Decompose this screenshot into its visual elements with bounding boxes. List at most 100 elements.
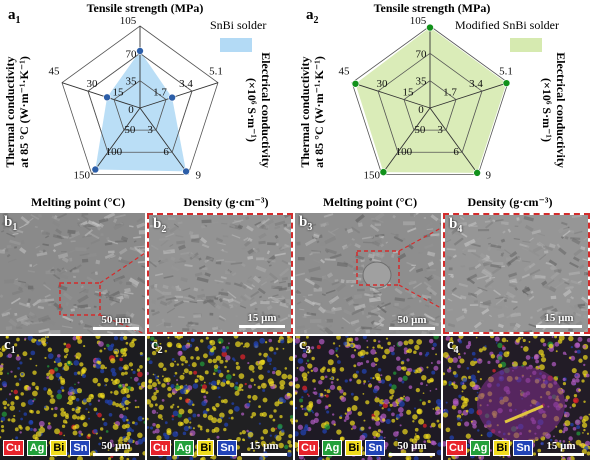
svg-text:Thermal conductivity: Thermal conductivity xyxy=(3,57,17,168)
radar-spoke xyxy=(91,107,141,175)
eds-map-c2: c2 Cu Ag Bi Sn 15 μm xyxy=(147,336,293,460)
scale-bar: 15 μm xyxy=(536,312,582,328)
radar-tick-label: 50 xyxy=(124,124,136,136)
radar-spoke xyxy=(429,82,509,109)
radar-spokes xyxy=(61,26,219,175)
panel-label-a2: a2 xyxy=(306,7,319,26)
radar-tick-label: 15 xyxy=(113,87,125,99)
radar-tick-label: 100 xyxy=(106,146,123,158)
radar-series-area xyxy=(95,50,187,172)
sem-image-b1: b1 50 μm xyxy=(0,213,145,334)
radar-marker xyxy=(136,47,144,55)
svg-text:Electrical conductivity: Electrical conductivity xyxy=(259,52,273,168)
legend-swatch xyxy=(220,38,252,52)
panel-label-c2: c2 xyxy=(151,337,163,357)
eds-legend-ag: Ag xyxy=(469,440,491,456)
radar-tick-label: 35 xyxy=(416,76,428,88)
eds-legend-sn: Sn xyxy=(365,440,386,456)
radar-spoke xyxy=(381,107,431,175)
radar-tick-label: 35 xyxy=(126,76,138,88)
scale-bar: 50 μm xyxy=(389,440,435,456)
radar-grid-ring xyxy=(113,80,167,131)
axis-label-tensile: Tensile strength (MPa) xyxy=(87,1,204,15)
radar-tick-label: 50 xyxy=(414,124,426,136)
panel-label-a1: a1 xyxy=(8,7,21,26)
radar-tick-label: 1.7 xyxy=(443,87,457,99)
radar-marker xyxy=(182,167,190,176)
sem-image-b3: b3 50 μm xyxy=(295,213,441,334)
scale-bar: 50 μm xyxy=(389,314,435,330)
radar-tick-label: 0 xyxy=(418,104,424,116)
radar-spoke xyxy=(429,107,479,175)
radar-tick-label: 30 xyxy=(377,78,389,90)
panel-label-b1: b1 xyxy=(4,214,18,234)
scale-bar: 15 μm xyxy=(241,440,287,456)
radar-tick-label: 105 xyxy=(410,15,427,27)
scale-bar: 50 μm xyxy=(93,314,139,330)
radar-tick-label: 3.4 xyxy=(179,78,193,90)
radar-marker xyxy=(379,168,388,176)
radar-marker xyxy=(502,79,511,87)
legend-label: Modified SnBi solder xyxy=(455,18,559,32)
axis-label-melting: Melting point (°C) xyxy=(31,195,125,209)
radar-grid-ring xyxy=(403,80,457,131)
panel-label-c1: c1 xyxy=(4,337,16,357)
radar-marker xyxy=(351,79,360,88)
legend-swatch xyxy=(510,38,542,52)
eds-legend: Cu Ag Bi Sn xyxy=(150,440,238,456)
axis-label-thermal: Thermal conductivity at 85 °C (W·m⁻¹·K⁻¹… xyxy=(298,56,326,168)
eds-legend-bi: Bi xyxy=(493,440,511,456)
axis-label-density: Density (g·cm⁻³) xyxy=(468,195,553,209)
sem-image-b4: b4 15 μm xyxy=(443,213,590,334)
radar-tick-label: 5.1 xyxy=(209,66,223,78)
radar-tick-label: 9 xyxy=(195,169,201,181)
radar-tick-label: 70 xyxy=(416,48,428,60)
eds-legend: Cu Ag Bi Sn xyxy=(298,440,386,456)
radar-grid-ring xyxy=(87,52,193,153)
radar-tick-label: 3.4 xyxy=(469,78,483,90)
svg-text:Electrical conductivity: Electrical conductivity xyxy=(554,52,568,168)
radar-tick-label: 6 xyxy=(453,146,459,158)
eds-map-c3: c3 Cu Ag Bi Sn 50 μm xyxy=(295,336,441,460)
panel-label-b3: b3 xyxy=(299,214,313,234)
axis-label-density: Density (g·cm⁻³) xyxy=(184,195,269,209)
radar-tick-label: 5.1 xyxy=(499,66,513,78)
eds-legend-ag: Ag xyxy=(321,440,343,456)
radar-tick-label: 30 xyxy=(87,78,99,90)
radar-marker xyxy=(168,93,176,102)
radar-spoke xyxy=(351,82,431,109)
radar-markers xyxy=(91,47,190,176)
eds-legend-cu: Cu xyxy=(446,440,467,456)
radar-tick-label: 45 xyxy=(339,66,351,78)
scale-bar: 15 μm xyxy=(239,312,285,328)
eds-legend-bi: Bi xyxy=(197,440,215,456)
eds-legend-cu: Cu xyxy=(150,440,171,456)
legend-label: SnBi solder xyxy=(210,18,266,32)
radar-spoke xyxy=(61,82,141,109)
radar-spokes xyxy=(351,26,509,175)
radar-tick-label: 3 xyxy=(437,124,443,136)
radar-markers xyxy=(351,23,511,177)
eds-legend-bi: Bi xyxy=(345,440,363,456)
zoom-region-box xyxy=(356,250,400,286)
radar-tick-label: 150 xyxy=(74,169,91,181)
eds-legend-ag: Ag xyxy=(26,440,48,456)
radar-tick-label: 9 xyxy=(485,169,491,181)
radar-grid-ring xyxy=(377,52,483,153)
radar-tick-label: 1.7 xyxy=(153,87,167,99)
radar-series-area xyxy=(355,27,507,173)
eds-legend-bi: Bi xyxy=(50,440,68,456)
radar-spoke xyxy=(139,107,189,175)
svg-text:at 85 °C (W·m⁻¹·K⁻¹): at 85 °C (W·m⁻¹·K⁻¹) xyxy=(312,56,326,168)
panel-label-c4: c4 xyxy=(447,337,459,357)
eds-map-c1: c1 Cu Ag Bi Sn 50 μm xyxy=(0,336,145,460)
radar-tick-label: 150 xyxy=(364,169,381,181)
zoom-region-box xyxy=(59,282,101,316)
radar-tick-label: 70 xyxy=(126,48,138,60)
radar-tick-label: 45 xyxy=(49,66,61,78)
svg-text:Thermal conductivity: Thermal conductivity xyxy=(298,57,312,168)
